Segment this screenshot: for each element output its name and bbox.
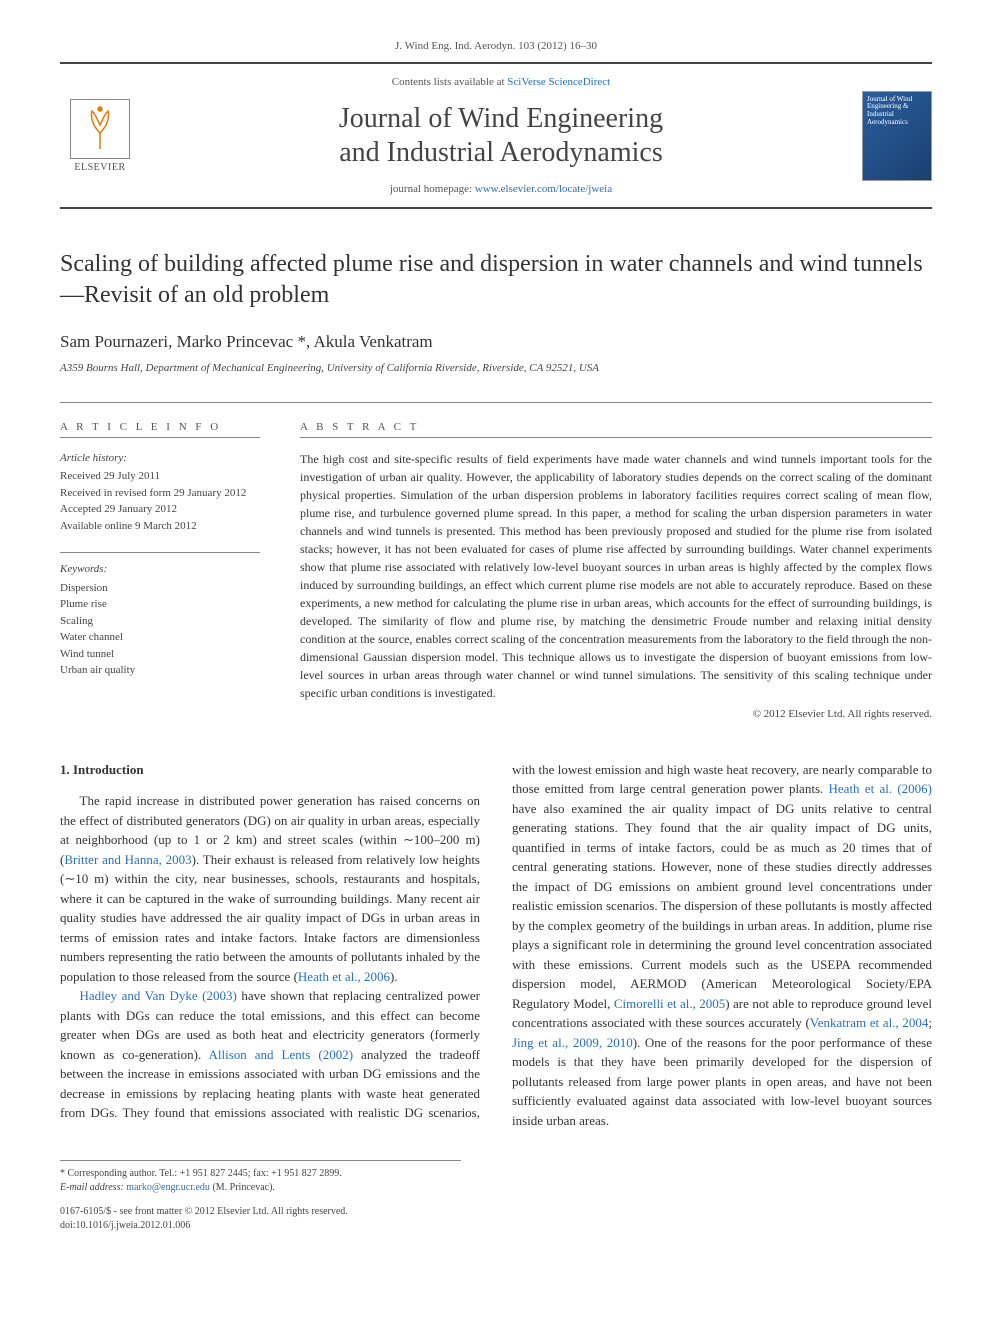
publisher-logo[interactable]: ELSEVIER [60, 91, 140, 181]
keyword-item: Wind tunnel [60, 646, 260, 663]
homepage-prefix: journal homepage: [390, 183, 475, 195]
contents-prefix: Contents lists available at [392, 76, 507, 88]
contents-available-line: Contents lists available at SciVerse Sci… [160, 76, 842, 88]
body-para-1: The rapid increase in distributed power … [60, 791, 480, 986]
body-text: 1. Introduction The rapid increase in di… [60, 760, 932, 1131]
history-online: Available online 9 March 2012 [60, 518, 260, 535]
body-text-run: ). Their exhaust is released from relati… [60, 852, 480, 984]
body-text-run: ; [928, 1015, 932, 1030]
article-title: Scaling of building affected plume rise … [60, 249, 932, 311]
doi-line: doi:10.1016/j.jweia.2012.01.006 [60, 1219, 461, 1233]
abstract-copyright: © 2012 Elsevier Ltd. All rights reserved… [300, 708, 932, 720]
keywords-title: Keywords: [60, 561, 260, 578]
citation-link[interactable]: Venkatram et al., 2004 [810, 1015, 929, 1030]
body-text-run: have also examined the air quality impac… [512, 801, 932, 1011]
citation-link[interactable]: Hadley and Van Dyke (2003) [80, 988, 237, 1003]
keyword-item: Urban air quality [60, 662, 260, 679]
abstract-column: A B S T R A C T The high cost and site-s… [300, 421, 932, 720]
journal-name-line1: Journal of Wind Engineering [339, 103, 663, 134]
publisher-name: ELSEVIER [74, 162, 125, 173]
issn-line: 0167-6105/$ - see front matter © 2012 El… [60, 1205, 461, 1219]
citation-link[interactable]: Heath et al. (2006) [829, 781, 932, 796]
history-revised: Received in revised form 29 January 2012 [60, 485, 260, 502]
affiliation: A359 Bourns Hall, Department of Mechanic… [60, 362, 932, 374]
keyword-item: Plume rise [60, 596, 260, 613]
sciencedirect-link[interactable]: SciVerse ScienceDirect [507, 76, 610, 88]
keyword-item: Water channel [60, 629, 260, 646]
journal-name: Journal of Wind Engineering and Industri… [160, 102, 842, 169]
elsevier-tree-icon [70, 99, 130, 159]
email-line: E-mail address: marko@engr.ucr.edu (M. P… [60, 1181, 461, 1195]
page-footer: * Corresponding author. Tel.: +1 951 827… [60, 1160, 461, 1233]
keywords-block: Keywords: Dispersion Plume rise Scaling … [60, 552, 260, 679]
history-accepted: Accepted 29 January 2012 [60, 501, 260, 518]
author-list: Sam Pournazeri, Marko Princevac *, Akula… [60, 332, 932, 352]
history-title: Article history: [60, 450, 260, 467]
email-link[interactable]: marko@engr.ucr.edu [126, 1182, 210, 1193]
citation-link[interactable]: Jing et al., 2009, 2010 [512, 1035, 633, 1050]
journal-name-line2: and Industrial Aerodynamics [339, 137, 662, 168]
article-info-column: A R T I C L E I N F O Article history: R… [60, 421, 260, 720]
email-suffix: (M. Princevac). [210, 1182, 275, 1193]
citation-link[interactable]: Britter and Hanna, 2003 [64, 852, 191, 867]
article-meta-row: A R T I C L E I N F O Article history: R… [60, 402, 932, 720]
citation-link[interactable]: Allison and Lents (2002) [209, 1047, 354, 1062]
top-rule [60, 62, 932, 64]
citation-link[interactable]: Cimorelli et al., 2005 [614, 996, 725, 1011]
history-received: Received 29 July 2011 [60, 468, 260, 485]
article-info-label: A R T I C L E I N F O [60, 421, 260, 438]
citation-link[interactable]: Heath et al., 2006 [298, 969, 390, 984]
abstract-text: The high cost and site-specific results … [300, 450, 932, 702]
abstract-label: A B S T R A C T [300, 421, 932, 438]
keyword-item: Dispersion [60, 580, 260, 597]
keyword-item: Scaling [60, 613, 260, 630]
email-label: E-mail address: [60, 1182, 126, 1193]
body-text-run: ). [390, 969, 398, 984]
homepage-line: journal homepage: www.elsevier.com/locat… [160, 183, 842, 195]
homepage-link[interactable]: www.elsevier.com/locate/jweia [475, 183, 612, 195]
section-heading-intro: 1. Introduction [60, 760, 480, 780]
journal-banner: ELSEVIER Contents lists available at Sci… [60, 76, 932, 209]
article-history: Article history: Received 29 July 2011 R… [60, 450, 260, 535]
running-header: J. Wind Eng. Ind. Aerodyn. 103 (2012) 16… [60, 40, 932, 52]
banner-center: Contents lists available at SciVerse Sci… [140, 76, 862, 195]
corresponding-author: * Corresponding author. Tel.: +1 951 827… [60, 1167, 461, 1181]
journal-cover-thumbnail[interactable]: Journal of Wind Engineering & Industrial… [862, 91, 932, 181]
